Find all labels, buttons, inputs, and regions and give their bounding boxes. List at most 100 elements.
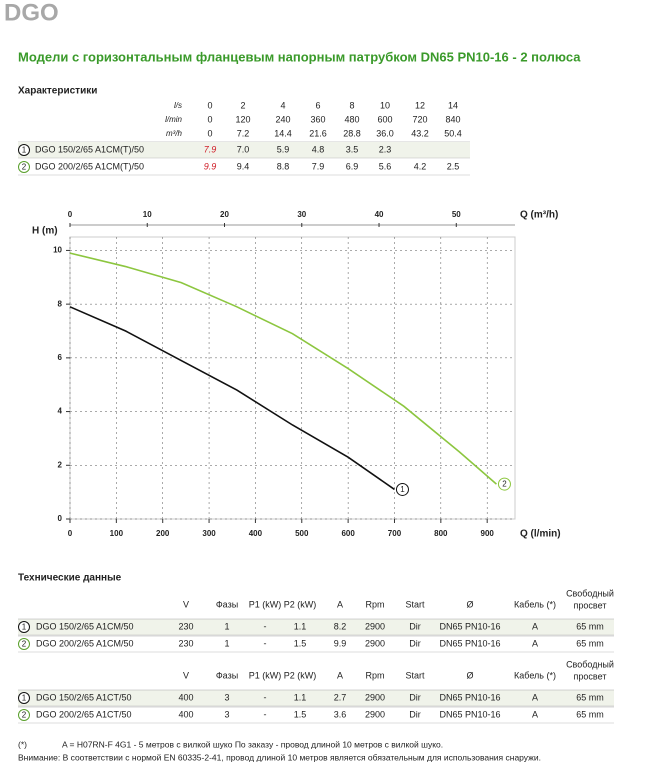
row-value: 9.9 xyxy=(204,161,217,171)
row-bg xyxy=(18,707,614,723)
row-bg xyxy=(18,619,614,635)
row-badge xyxy=(18,161,30,173)
x2-tick-label: 20 xyxy=(220,210,229,219)
model-name: DGO 150/2/65 A1CM(T)/50 xyxy=(35,144,144,154)
x-tick-label: 500 xyxy=(295,529,309,538)
row-value: 2.7 xyxy=(334,692,347,702)
page-title: DGO xyxy=(4,0,59,26)
header-value: 720 xyxy=(412,114,427,124)
unit-label: m³/h xyxy=(166,129,183,138)
header-value: 36.0 xyxy=(376,128,394,138)
column-header: P1 (kW) xyxy=(249,599,282,609)
column-header: A xyxy=(337,670,343,680)
x-tick-label: 300 xyxy=(202,529,216,538)
curve xyxy=(69,252,497,485)
row-value: Dir xyxy=(409,692,421,702)
y-axis-label: H (m) xyxy=(32,226,58,237)
row-value: 3.6 xyxy=(334,709,347,719)
row-value: 65 mm xyxy=(576,709,604,719)
row-value: 5.9 xyxy=(277,144,290,154)
row-value: 65 mm xyxy=(576,638,604,648)
row-value: - xyxy=(264,709,267,719)
unit-label: l/min xyxy=(165,115,182,124)
note: A = H07RN-F 4G1 - 5 метров с вилкой шуко… xyxy=(62,739,443,749)
row-value: 1.5 xyxy=(294,709,307,719)
row-value: 4.2 xyxy=(414,161,427,171)
header-value: 6 xyxy=(315,100,320,110)
x-tick-label: 600 xyxy=(341,529,355,538)
y-tick-label: 2 xyxy=(58,460,63,469)
header-value: 0 xyxy=(207,128,212,138)
section-title: Характеристики xyxy=(18,86,97,97)
curve-badge xyxy=(497,477,511,491)
x-tick-label: 0 xyxy=(68,529,73,538)
row-value: 7.0 xyxy=(237,144,250,154)
model-name: DGO 150/2/65 A1CM/50 xyxy=(36,621,134,631)
header-value: 28.8 xyxy=(343,128,361,138)
row-bg xyxy=(18,159,470,175)
row-badge-label: 2 xyxy=(22,711,27,720)
row-value: 8.8 xyxy=(277,161,290,171)
row-value: 4.8 xyxy=(312,144,325,154)
unit-label: l/s xyxy=(174,101,182,110)
row-value: 400 xyxy=(178,709,193,719)
row-value: 1.1 xyxy=(294,621,307,631)
column-header: Rpm xyxy=(365,670,384,680)
column-header: Start xyxy=(405,599,425,609)
row-value: A xyxy=(532,638,538,648)
header-value: 4 xyxy=(280,100,285,110)
row-bg xyxy=(18,636,614,652)
row-badge-label: 1 xyxy=(22,146,27,155)
y-tick-label: 10 xyxy=(53,246,62,255)
row-badge-label: 1 xyxy=(22,694,27,703)
header-value: 14.4 xyxy=(274,128,292,138)
curve xyxy=(69,306,395,491)
section-title: Технические данные xyxy=(18,573,122,584)
row-value: A xyxy=(532,621,538,631)
row-value: 65 mm xyxy=(576,621,604,631)
column-header: Кабель (*) xyxy=(514,670,556,680)
x2-tick-label: 50 xyxy=(452,210,461,219)
x2-tick-label: 40 xyxy=(375,210,384,219)
column-header: Свободный xyxy=(566,659,614,669)
column-header: Фазы xyxy=(216,670,238,680)
row-value: 7.9 xyxy=(312,161,325,171)
row-value: 3 xyxy=(224,692,229,702)
x-tick-label: 100 xyxy=(110,529,124,538)
row-value: Dir xyxy=(409,621,421,631)
column-header: Ø xyxy=(466,670,473,680)
row-bg xyxy=(18,142,470,158)
x-axis-label: Q (l/min) xyxy=(520,529,561,540)
column-header: P1 (kW) xyxy=(249,670,282,680)
x-tick-label: 200 xyxy=(156,529,170,538)
row-value: 400 xyxy=(178,692,193,702)
row-value: 230 xyxy=(178,638,193,648)
y-tick-label: 8 xyxy=(58,299,63,308)
model-name: DGO 150/2/65 A1CT/50 xyxy=(36,692,132,702)
curve-badge-label: 1 xyxy=(400,485,405,494)
x2-tick-label: 10 xyxy=(143,210,152,219)
column-header: Фазы xyxy=(216,599,238,609)
row-badge xyxy=(18,621,30,633)
column-header: P2 (kW) xyxy=(284,599,317,609)
model-name: DGO 200/2/65 A1CM/50 xyxy=(36,638,134,648)
row-value: 3 xyxy=(224,709,229,719)
header-value: 14 xyxy=(448,100,458,110)
row-value: DN65 PN10-16 xyxy=(439,638,500,648)
header-value: 10 xyxy=(380,100,390,110)
row-value: 9.9 xyxy=(334,638,347,648)
row-value: 2.5 xyxy=(447,161,460,171)
column-header: Ø xyxy=(466,599,473,609)
column-header: A xyxy=(337,599,343,609)
row-badge-label: 2 xyxy=(22,640,27,649)
header-value: 0 xyxy=(207,100,212,110)
row-value: 2900 xyxy=(365,692,385,702)
row-value: 2.3 xyxy=(379,144,392,154)
header-value: 240 xyxy=(275,114,290,124)
column-header: V xyxy=(183,599,189,609)
model-name: DGO 200/2/65 A1CT/50 xyxy=(36,709,132,719)
row-bg xyxy=(18,690,614,706)
row-value: - xyxy=(264,621,267,631)
row-badge xyxy=(18,144,30,156)
